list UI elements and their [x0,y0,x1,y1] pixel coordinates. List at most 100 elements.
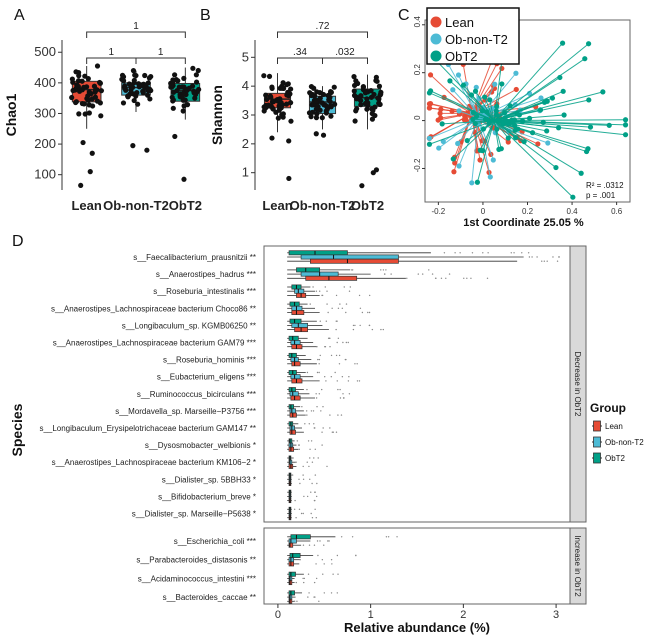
spider-line [463,84,495,121]
outlier-point [314,448,316,450]
outlier-point [382,328,384,331]
species-row: s__Bifidobacterium_breve * [158,489,318,504]
species-row: s__Parabacteroides_distasonis ** [136,553,357,567]
data-point [288,86,294,92]
data-point [179,94,185,100]
species-row: s__Anaerostipes_Lachnospiraceae bacteriu… [53,335,349,350]
data-point [378,91,384,97]
outlier-point [521,252,523,254]
outlier-point [345,341,348,344]
outlier-point [316,540,319,542]
data-point [535,141,541,147]
outlier-point [361,311,364,314]
p-value-label: 1 [133,21,139,32]
outlier-point [313,544,316,546]
outlier-point [298,448,300,450]
spider-line [493,42,563,121]
outlier-point [313,131,319,137]
box-iqr [289,429,296,435]
data-point [263,105,269,111]
box-iqr [294,288,305,294]
data-point [180,108,186,114]
data-point [622,122,629,128]
outlier-point [337,307,340,309]
outlier-point [482,252,484,254]
data-point [142,72,148,79]
species-row: s__Roseburia_hominis *** [163,352,358,367]
outlier-point [310,410,313,412]
data-point [479,108,485,114]
data-point [306,110,313,116]
data-point [351,74,357,80]
outlier-point [316,406,318,408]
outlier-point [387,536,390,538]
legend: Lean Ob-non-T2 ObT2 [426,7,520,65]
species-label: s__Ruminococcus_bicirculans *** [137,390,256,399]
significance-bracket: .72 [277,21,368,38]
outlier-point [300,512,303,515]
outlier-point [330,592,333,594]
data-point [561,112,567,118]
spider-line [471,63,498,114]
data-point [86,110,92,116]
outlier-point [313,581,316,584]
data-point [545,140,551,146]
data-point [622,117,629,123]
outlier-point [328,337,330,339]
species-label: s__Mordavella_sp. Marseille−P3756 *** [115,407,256,416]
spider-line [482,120,495,151]
outlier-point [310,512,312,515]
data-point [354,106,360,112]
box-iqr [289,391,299,397]
spider-line [494,120,559,129]
outlier-point [454,252,456,254]
bracket-line [86,31,186,38]
outlier-point [309,457,311,459]
outlier-point [356,380,359,382]
data-point [474,179,481,185]
data-point [264,96,270,103]
data-point [587,124,594,130]
data-point [362,90,369,96]
outlier-point [531,256,533,258]
species-row: s__Anaerostipes_Lachnospiraceae bacteriu… [51,301,371,315]
outlier-point [348,393,351,395]
legend-swatch [593,420,601,432]
box-iqr [288,542,294,548]
outlier-point [359,324,361,327]
outlier-point [311,461,314,463]
box-iqr [288,538,297,544]
data-point [521,139,527,145]
outlier-point [316,482,318,485]
outlier-point [308,423,311,425]
data-point [371,91,377,98]
significance-bracket: 1 [86,21,186,38]
box-iqr [290,395,301,401]
outlier-point [321,559,324,561]
outlier-point [406,277,408,279]
outlier-point [556,260,559,262]
y-tick-label: 400 [34,75,56,90]
box-iqr [289,318,302,324]
legend-key: ObT2 [592,452,626,464]
data-point [360,84,366,90]
outlier-point [552,256,554,258]
outlier-point [309,478,311,480]
outlier-point [336,341,338,344]
outlier-point [291,474,294,476]
data-point [136,84,142,90]
legend-label: Ob-non-T2 [605,438,644,447]
outlier-point [337,388,339,391]
species-label: s__Escherichia_coli *** [174,537,256,546]
outlier-point [543,260,546,262]
x-tick-label: 1 [368,609,374,621]
outlier-point [302,478,305,480]
outlier-point [348,376,350,378]
data-point [273,109,279,115]
spider-line [493,120,587,153]
data-point [283,101,290,107]
species-label: s__Longibaculum_Erysipelotrichaceae bact… [39,424,256,433]
data-point [365,100,371,106]
y-tick-label: 5 [242,49,249,64]
